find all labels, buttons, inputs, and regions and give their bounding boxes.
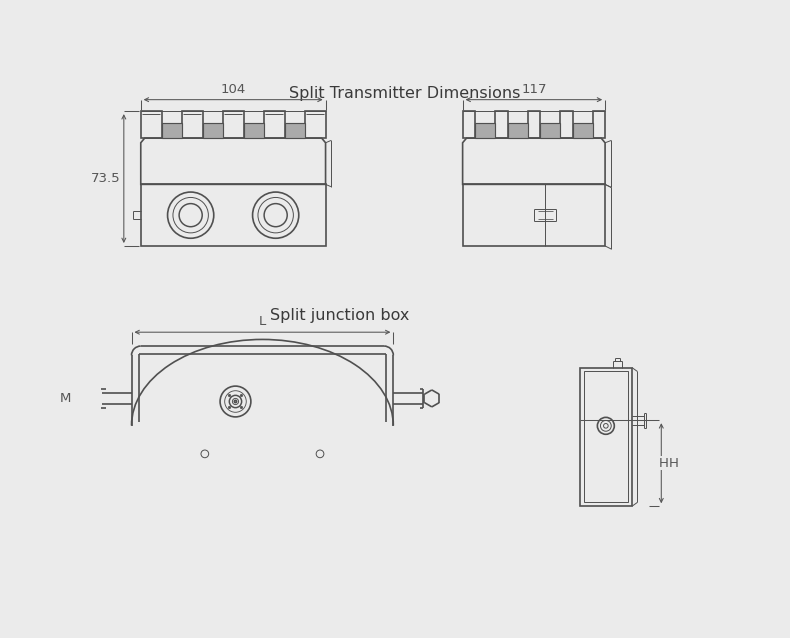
Polygon shape <box>284 122 305 138</box>
Circle shape <box>228 394 231 397</box>
Polygon shape <box>243 122 264 138</box>
Text: H: H <box>669 457 679 470</box>
Polygon shape <box>540 122 560 138</box>
Polygon shape <box>475 122 495 138</box>
Text: 117: 117 <box>521 83 547 96</box>
Polygon shape <box>162 122 182 138</box>
Polygon shape <box>508 122 528 138</box>
Circle shape <box>228 406 231 409</box>
Text: Split Transmitter Dimensions: Split Transmitter Dimensions <box>289 86 521 101</box>
Text: M: M <box>60 392 71 405</box>
Circle shape <box>240 394 243 397</box>
Polygon shape <box>203 122 223 138</box>
Text: L: L <box>259 315 266 329</box>
Circle shape <box>240 406 243 409</box>
Text: Split junction box: Split junction box <box>269 308 409 323</box>
Text: 73.5: 73.5 <box>91 172 121 185</box>
Polygon shape <box>573 122 592 138</box>
Text: 104: 104 <box>220 83 246 96</box>
Text: H: H <box>659 457 669 470</box>
